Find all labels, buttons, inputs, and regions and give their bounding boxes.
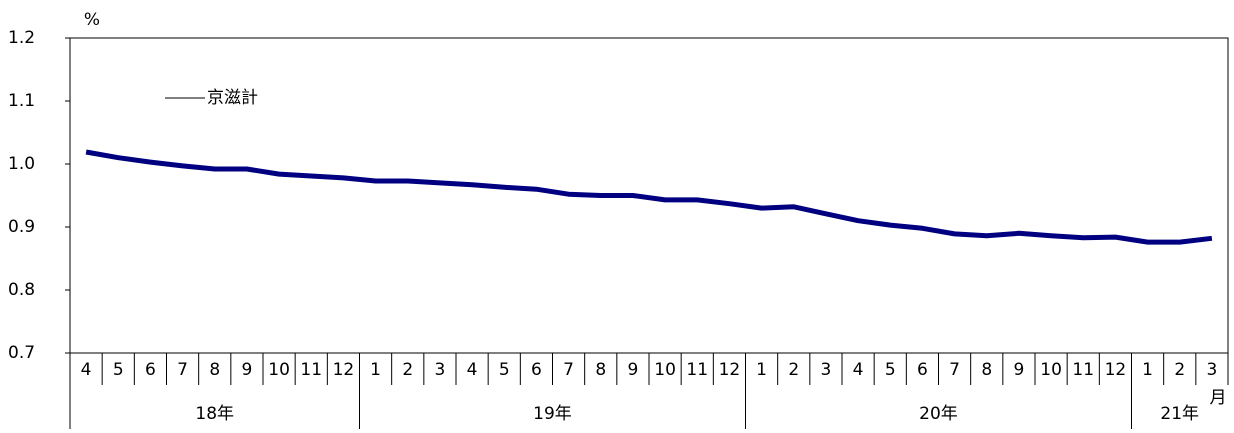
x-tick-label: 12 bbox=[1105, 360, 1127, 380]
y-unit-label: % bbox=[84, 10, 100, 30]
x-tick-label: 4 bbox=[81, 360, 92, 380]
x-tick-label: 4 bbox=[853, 360, 864, 380]
x-tick-label: 2 bbox=[1174, 360, 1185, 380]
x-tick-label: 11 bbox=[686, 360, 708, 380]
x-tick-label: 8 bbox=[981, 360, 992, 380]
x-tick-label: 7 bbox=[949, 360, 960, 380]
x-tick-label: 3 bbox=[821, 360, 832, 380]
x-tick-label: 12 bbox=[719, 360, 741, 380]
y-tick-label: 1.2 bbox=[8, 28, 35, 48]
y-tick-label: 1.1 bbox=[8, 91, 35, 111]
x-tick-label: 9 bbox=[628, 360, 639, 380]
x-tick-label: 6 bbox=[917, 360, 928, 380]
x-tick-label: 5 bbox=[499, 360, 510, 380]
x-tick-label: 7 bbox=[177, 360, 188, 380]
x-tick-label: 8 bbox=[595, 360, 606, 380]
x-tick-label: 12 bbox=[333, 360, 355, 380]
y-tick-label: 0.7 bbox=[8, 343, 35, 363]
x-tick-label: 10 bbox=[1040, 360, 1062, 380]
data-line bbox=[85, 149, 1213, 245]
y-tick-label: 0.8 bbox=[8, 280, 35, 300]
x-tick-label: 1 bbox=[1142, 360, 1153, 380]
year-label: 19年 bbox=[533, 404, 572, 424]
year-label: 21年 bbox=[1160, 404, 1199, 424]
x-tick-label: 10 bbox=[268, 360, 290, 380]
x-tick-label: 5 bbox=[113, 360, 124, 380]
x-tick-label: 1 bbox=[756, 360, 767, 380]
x-tick-label: 10 bbox=[654, 360, 676, 380]
x-tick-label: 9 bbox=[242, 360, 253, 380]
y-tick-label: 1.0 bbox=[8, 154, 35, 174]
x-tick-label: 4 bbox=[467, 360, 478, 380]
x-tick-label: 1 bbox=[370, 360, 381, 380]
year-label: 18年 bbox=[195, 404, 234, 424]
x-tick-label: 8 bbox=[209, 360, 220, 380]
x-unit-label: 月 bbox=[1210, 388, 1227, 408]
x-tick-label: 2 bbox=[402, 360, 413, 380]
x-tick-label: 6 bbox=[145, 360, 156, 380]
x-tick-label: 3 bbox=[1207, 360, 1218, 380]
y-tick-label: 0.9 bbox=[8, 217, 35, 237]
legend-label: 京滋計 bbox=[207, 88, 258, 108]
year-label: 20年 bbox=[919, 404, 958, 424]
x-tick-label: 3 bbox=[435, 360, 446, 380]
x-tick-label: 7 bbox=[563, 360, 574, 380]
x-tick-label: 6 bbox=[531, 360, 542, 380]
x-tick-label: 11 bbox=[1072, 360, 1094, 380]
x-tick-label: 9 bbox=[1014, 360, 1025, 380]
x-tick-label: 5 bbox=[885, 360, 896, 380]
x-tick-label: 11 bbox=[300, 360, 322, 380]
x-tick-label: 2 bbox=[788, 360, 799, 380]
